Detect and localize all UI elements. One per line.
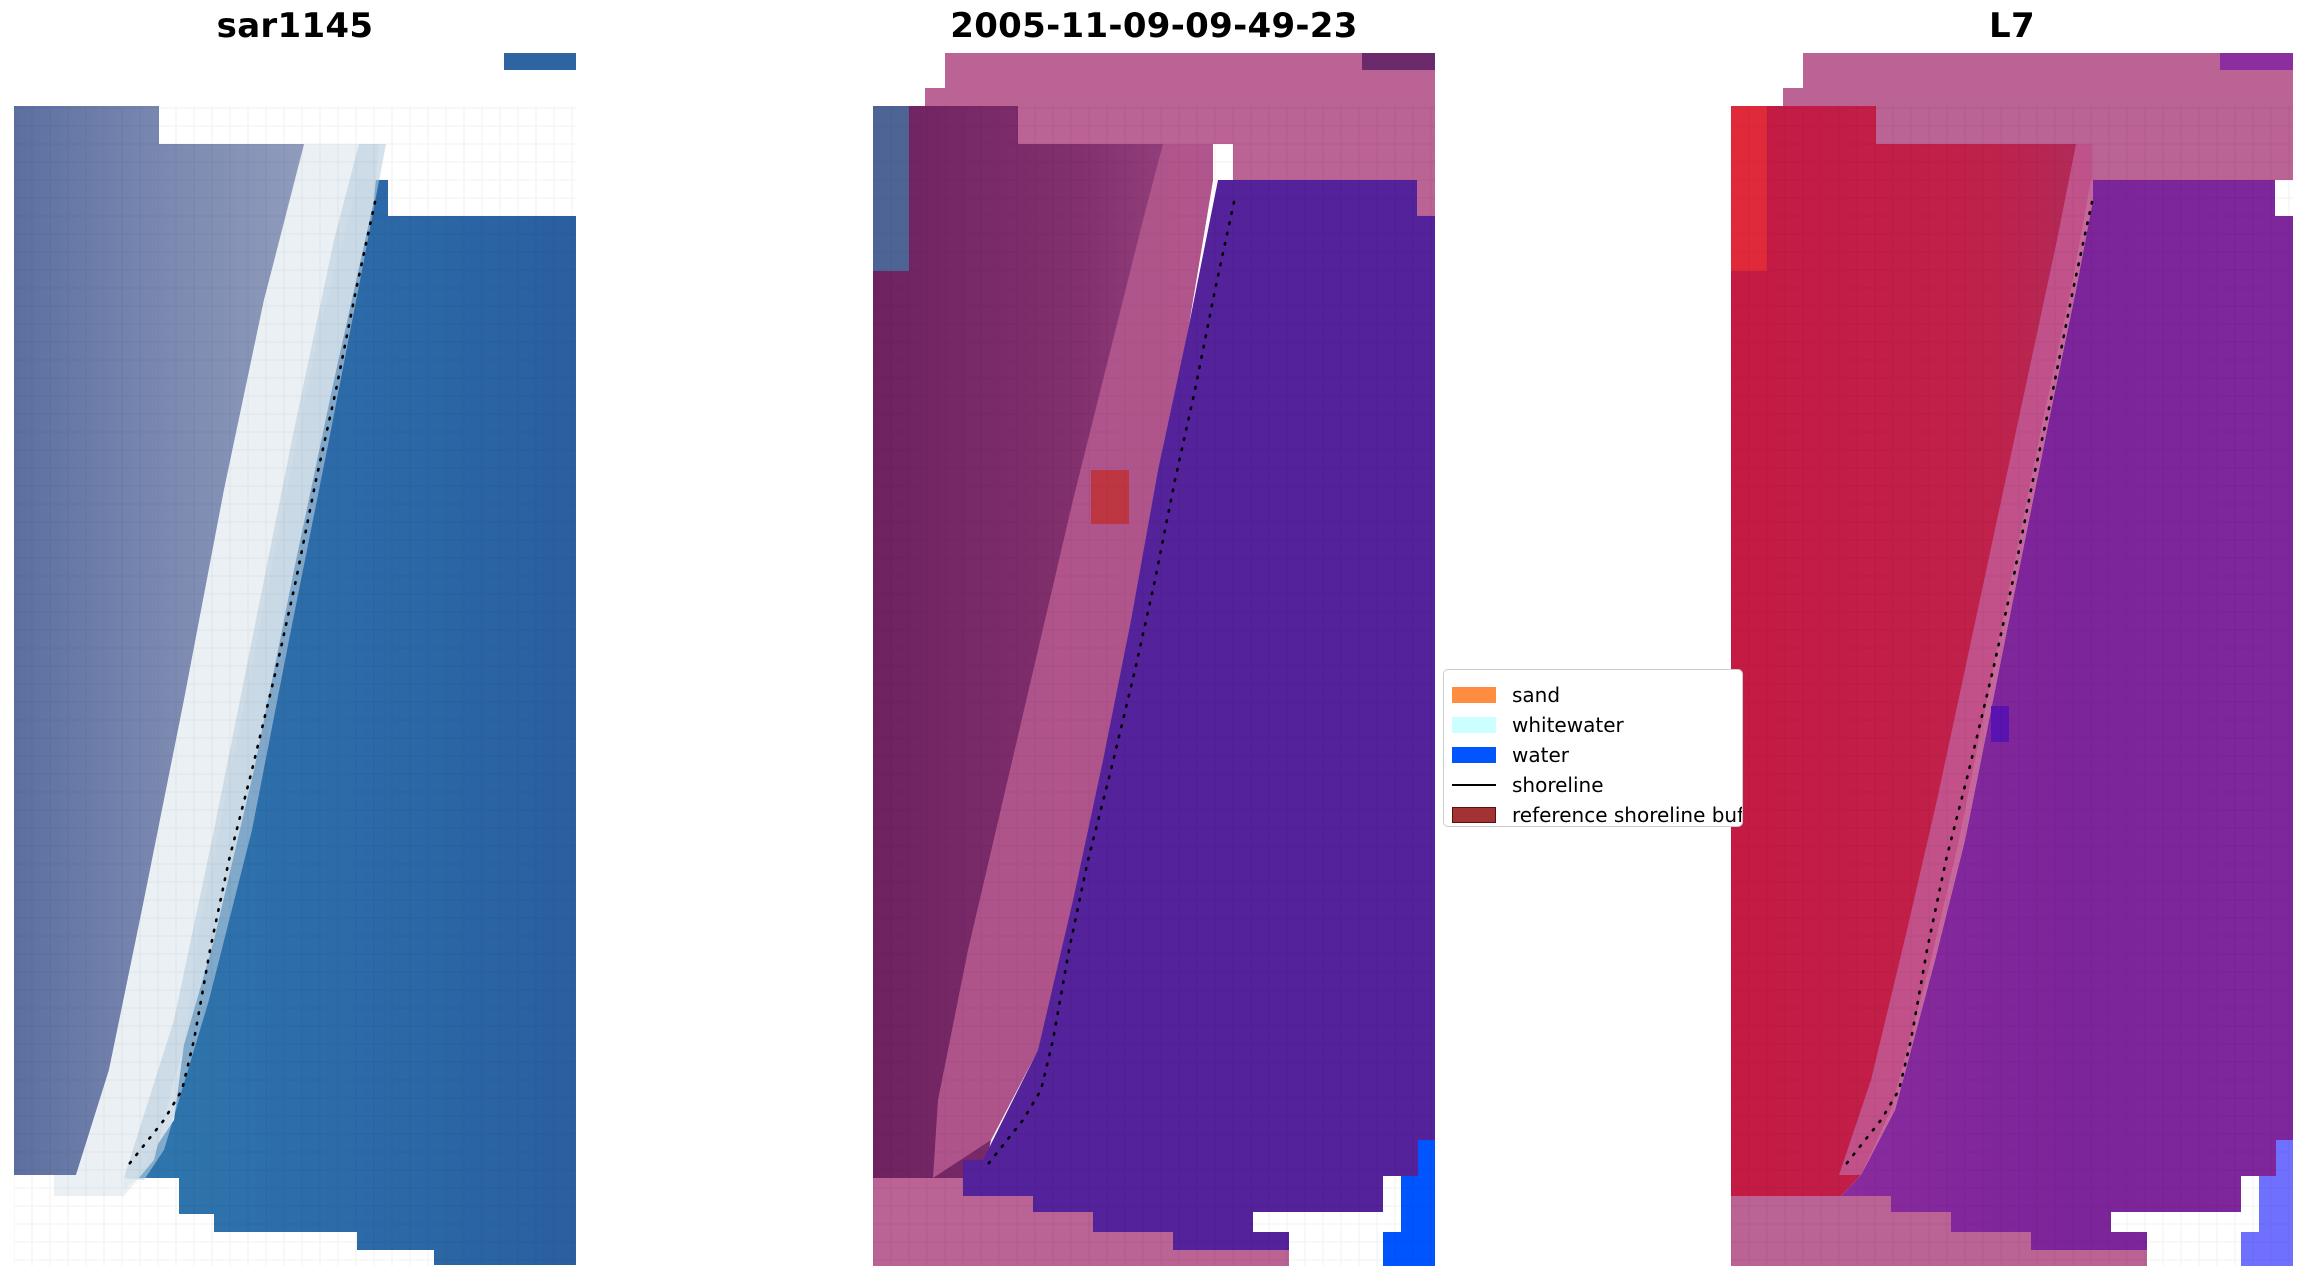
- rgb-image-title: sar1145: [216, 6, 374, 46]
- shoreline-line-swatch: [1452, 784, 1496, 786]
- rgb-ocean-corner: [504, 53, 576, 70]
- legend-item-whitewater: whitewater: [1452, 711, 1624, 739]
- legend-item-water: water: [1452, 741, 1569, 769]
- classified-image: [873, 53, 1435, 1266]
- rgb-image-panel: sar1145: [14, 0, 576, 1283]
- whitewater-swatch: [1452, 717, 1496, 733]
- mndwi-image: [1731, 53, 2293, 1266]
- mndwi-image-title: L7: [1989, 6, 2035, 46]
- water-swatch: [1452, 747, 1496, 763]
- legend-item-shoreline: shoreline: [1452, 771, 1604, 799]
- reference-buffer-swatch: [1452, 807, 1496, 823]
- classified-image-title: 2005-11-09-09-49-23: [950, 6, 1358, 46]
- dark-corner-patch: [1362, 53, 1435, 70]
- mndwi-corner-patch: [2220, 53, 2293, 70]
- legend-item-reference-shoreline-buffer: reference shoreline buffer: [1452, 801, 1742, 826]
- legend: sand whitewater water shoreline referenc…: [1443, 669, 1743, 827]
- mndwi-image-panel: L7: [1731, 0, 2293, 1283]
- rgb-satellite-image: [14, 53, 576, 1266]
- sand-swatch: [1452, 687, 1496, 703]
- classified-image-panel: 2005-11-09-09-49-23: [873, 0, 1435, 1283]
- legend-item-sand: sand: [1452, 681, 1560, 709]
